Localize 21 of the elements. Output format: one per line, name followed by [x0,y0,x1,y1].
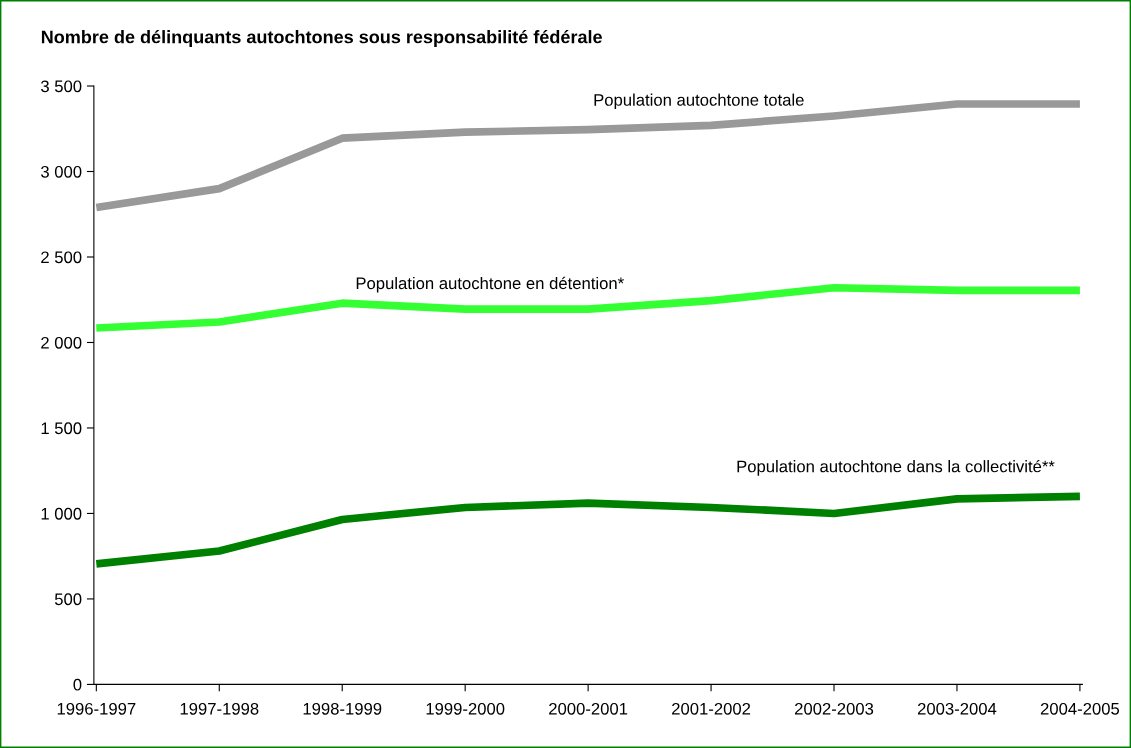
y-tick-label: 3 500 [41,80,82,93]
x-tick-label: 1996-1997 [57,702,136,715]
x-tick-label: 2001-2002 [672,702,751,715]
x-tick-label: 2000-2001 [549,702,628,715]
series-label: Population autochtone en détention* [356,276,624,293]
series-label: Population autochtone dans la collectivité** [737,459,1055,476]
x-tick-label: 1999-2000 [426,702,505,715]
chart-title: Nombre de délinquants autochtones sous responsabilité fédérale [41,29,602,47]
x-tick-label: 1997-1998 [180,702,259,715]
y-tick-label: 500 [54,593,82,606]
y-tick-label: 1 000 [41,507,82,520]
y-tick-label: 1 500 [41,422,82,435]
y-tick-label: 2 500 [41,251,82,264]
y-tick-label: 3 000 [41,165,82,178]
y-tick-label: 2 000 [41,336,82,349]
y-tick-label: 0 [73,678,82,691]
x-tick-label: 1998-1999 [303,702,382,715]
x-tick-label: 2002-2003 [795,702,874,715]
series-label: Population autochtone totale [594,93,804,110]
x-tick-label: 2003-2004 [917,702,997,715]
x-tick-label: 2004-2005 [1040,702,1120,715]
